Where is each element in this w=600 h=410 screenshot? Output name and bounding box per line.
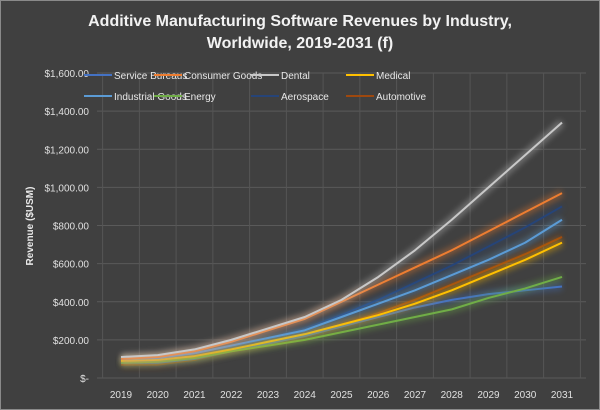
chart-title-line-1: Additive Manufacturing Software Revenues… (88, 13, 512, 30)
y-tick-label: $600.00 (53, 260, 90, 271)
x-tick-label: 2022 (220, 390, 243, 401)
legend-item[interactable]: Energy (154, 92, 216, 103)
x-tick-label: 2019 (110, 390, 133, 401)
x-tick-label: 2029 (477, 390, 500, 401)
legend-item[interactable]: Industrial Goods (84, 92, 187, 103)
series-line-dental (120, 121, 563, 359)
legend-label: Energy (184, 92, 216, 103)
legend-item[interactable]: Dental (251, 71, 310, 82)
legend-label: Industrial Goods (114, 92, 187, 103)
legend-label: Aerospace (281, 92, 329, 103)
x-tick-label: 2020 (147, 390, 170, 401)
legend-label: Service Bureaus (114, 71, 187, 82)
y-tick-label: $1,400.00 (45, 107, 90, 118)
x-tick-label: 2021 (183, 390, 206, 401)
legend-item[interactable]: Aerospace (251, 92, 329, 103)
x-tick-label: 2024 (294, 390, 317, 401)
legend-label: Dental (281, 71, 310, 82)
legend-label: Consumer Goods (184, 71, 262, 82)
y-tick-label: $1,000.00 (45, 183, 90, 194)
legend-item[interactable]: Automotive (346, 92, 426, 103)
chart-title-line-2: Worldwide, 2019-2031 (f) (206, 35, 394, 52)
x-tick-label: 2023 (257, 390, 280, 401)
y-tick-label: $800.00 (53, 222, 90, 233)
y-axis-label: Revenue ($USM) (25, 187, 36, 266)
x-tick-label: 2028 (441, 390, 464, 401)
x-tick-label: 2025 (330, 390, 353, 401)
x-tick-label: 2030 (514, 390, 537, 401)
y-tick-label: $1,600.00 (45, 69, 90, 80)
legend-label: Medical (376, 71, 410, 82)
chart-title: Additive Manufacturing Software Revenues… (1, 11, 599, 55)
legend-item[interactable]: Medical (346, 71, 410, 82)
legend-item[interactable]: Consumer Goods (154, 71, 262, 82)
legend-item[interactable]: Service Bureaus (84, 71, 187, 82)
x-tick-label: 2026 (367, 390, 390, 401)
y-tick-label: $1,200.00 (45, 145, 90, 156)
y-tick-label: $- (80, 374, 89, 385)
y-tick-label: $200.00 (53, 336, 90, 347)
x-tick-label: 2031 (551, 390, 574, 401)
x-tick-label: 2027 (404, 390, 427, 401)
y-tick-label: $400.00 (53, 298, 90, 309)
legend-label: Automotive (376, 92, 426, 103)
